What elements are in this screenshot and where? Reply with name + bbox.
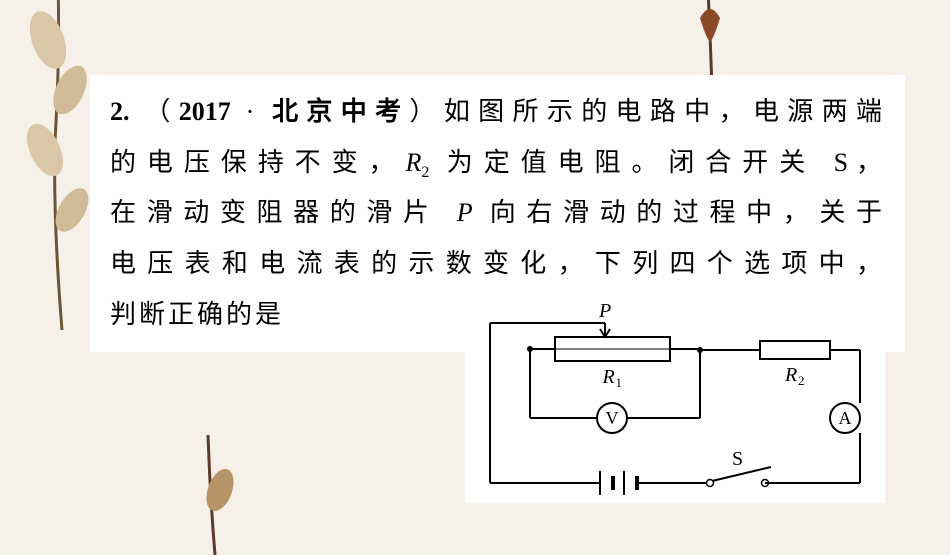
svg-text:S: S — [732, 448, 743, 470]
leaf-decoration-left — [20, 0, 100, 330]
svg-text:R: R — [602, 366, 615, 388]
source-open: （ — [144, 97, 178, 126]
svg-text:P: P — [598, 300, 611, 322]
source-name: 北京中考 — [272, 97, 409, 126]
line4: 电压表和电流表的示数变化，下列四个选项中， — [110, 249, 885, 278]
svg-text:R: R — [784, 364, 797, 386]
line3-a: 在滑动变阻器的滑片 — [110, 198, 457, 227]
source-year: 2017 — [179, 97, 231, 126]
svg-text:V: V — [606, 408, 619, 428]
svg-text:1: 1 — [616, 375, 623, 390]
slider-p: P — [457, 198, 473, 227]
question-number: 2. — [110, 97, 130, 126]
leaf-decoration-bottom — [180, 435, 240, 555]
question-panel: 2. （2017 · 北京中考）如图所示的电路中，电源两端 的电压保持不变，R2… — [90, 75, 905, 352]
line5: 判断正确的是 — [110, 300, 284, 329]
line2-c: ， — [848, 148, 885, 177]
circuit-diagram: PAVSR1R2 — [465, 293, 885, 503]
source-dot: · — [231, 97, 272, 126]
line3-b: 向右滑动的过程中，关于 — [473, 198, 885, 227]
svg-text:2: 2 — [798, 373, 805, 388]
source-close: ） — [409, 97, 443, 126]
switch-s: S — [834, 148, 848, 177]
line1-tail: 如图所示的电路中，电源两端 — [444, 97, 885, 126]
line2-a: 的电压保持不变， — [110, 148, 405, 177]
svg-text:A: A — [839, 408, 852, 428]
r2-symbol: R — [405, 148, 421, 177]
line2-b: 为定值电阻。闭合开关 — [429, 148, 833, 177]
